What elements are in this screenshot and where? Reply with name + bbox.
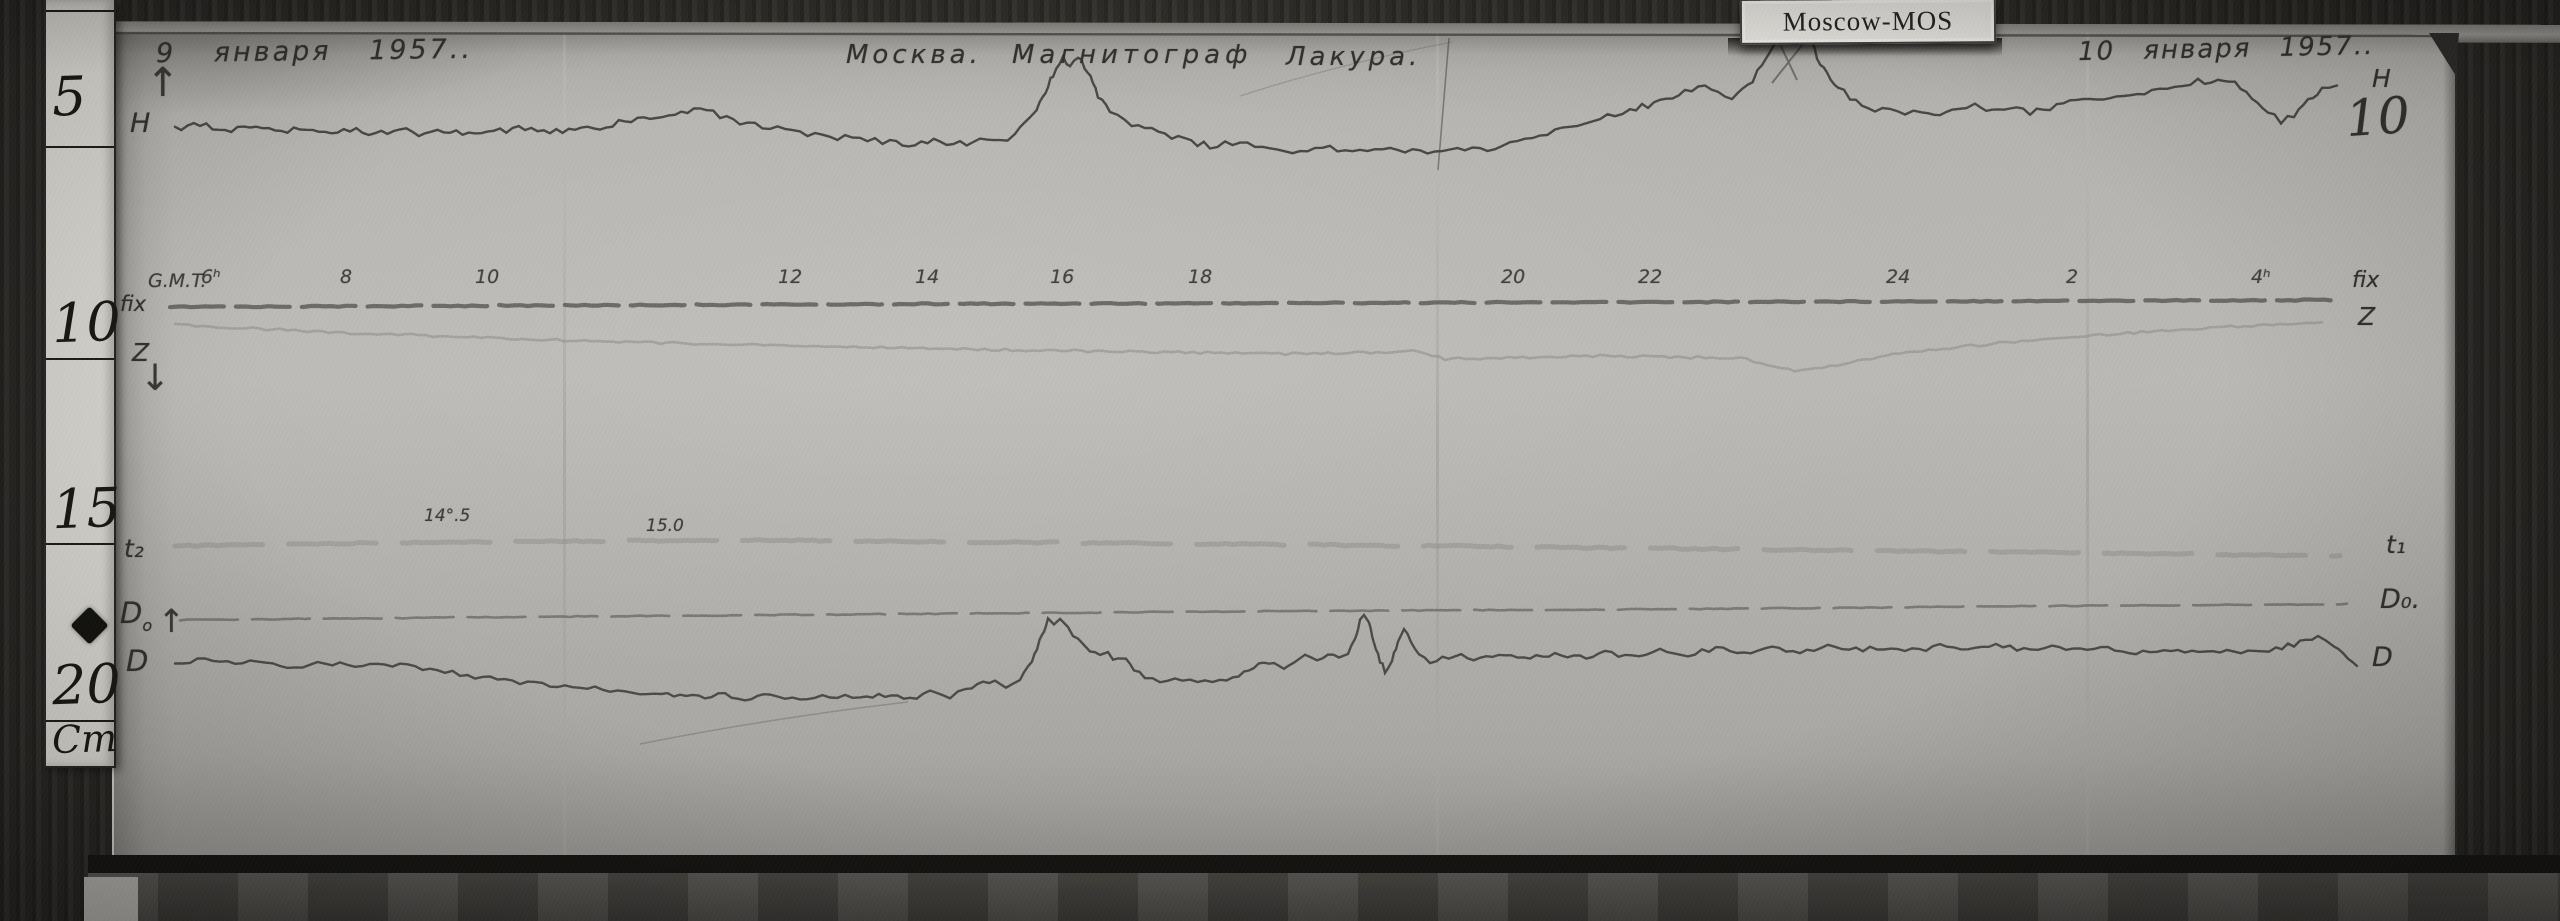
t-label-right: t₁ [2386,530,2406,559]
gmt-tick-12: 12 [778,266,803,288]
t-label-left: t₂ [124,534,144,563]
h-label-right: Н [2372,64,2391,93]
d0-label-right: D₀. [2380,584,2421,615]
paper-crease [1436,33,1439,856]
h-label-left: Н [130,108,151,139]
bottom-left-card [84,877,138,921]
magnetogram-paper [112,33,2455,856]
paper-crease [563,33,566,856]
paper-bottom-shadow [88,855,2560,875]
gmt-tick-18: 18 [1188,266,1213,288]
title-instrument: Магнитограф [1012,40,1253,70]
temperature-note: 15.0 [646,516,684,536]
up-arrow-icon: ↑ [146,60,180,106]
table-board-strip [88,873,2560,921]
station-label-text: Moscow-MOS [1782,4,1954,37]
ruler-division-line [46,720,114,722]
fix-label-left: fix [120,292,146,316]
title-city: Москва. [846,40,982,70]
gmt-tick-20: 20 [1501,266,1526,288]
temperature-note: 14°.5 [424,506,471,526]
fix-label-right: fix [2352,268,2380,293]
ruler-mark-5: 5 [50,64,88,129]
ruler-mark-10: 10 [50,289,122,356]
ruler-division-line [46,146,114,148]
paper-crease [2086,33,2089,856]
gmt-tick-16: 16 [1050,266,1075,288]
d0-label-left: Do [120,596,152,635]
cm-ruler: 5 10 15 20 Cm [44,0,122,768]
down-arrow-icon: ↓ [140,358,171,399]
gmt-tick-10: 10 [475,266,500,288]
up-arrow-icon: ↑ [158,602,185,640]
d0-subscript: o [142,616,153,635]
gmt-tick-24: 24 [1886,266,1911,288]
z-label-left: Z [132,338,150,367]
z-label-right: Z [2358,302,2376,331]
gmt-tick-8: 8 [340,266,353,288]
ruler-division-line [46,358,114,360]
gmt-tick-2: 2 [2066,266,2079,288]
gmt-tick-4ʰ: 4ʰ [2251,266,2271,288]
gmt-tick-6ʰ: 6ʰ [201,266,221,288]
ruler-mark-20: 20 [50,651,122,718]
gmt-tick-22: 22 [1638,266,1663,288]
ruler-mark-15: 15 [50,475,122,542]
title-maker: Лакура. [1286,42,1422,72]
ruler-division-line [46,10,114,12]
station-label-card: Moscow-MOS [1739,0,1997,45]
d0-base: D [120,596,143,630]
gmt-tick-14: 14 [915,266,940,288]
d-label-left: D [126,644,149,678]
ruler-division-line [46,543,114,545]
d-label-right: D [2372,642,2393,673]
gmt-axis-label: G.M.T. [148,270,207,292]
ruler-mark-Cm: Cm [51,715,118,763]
